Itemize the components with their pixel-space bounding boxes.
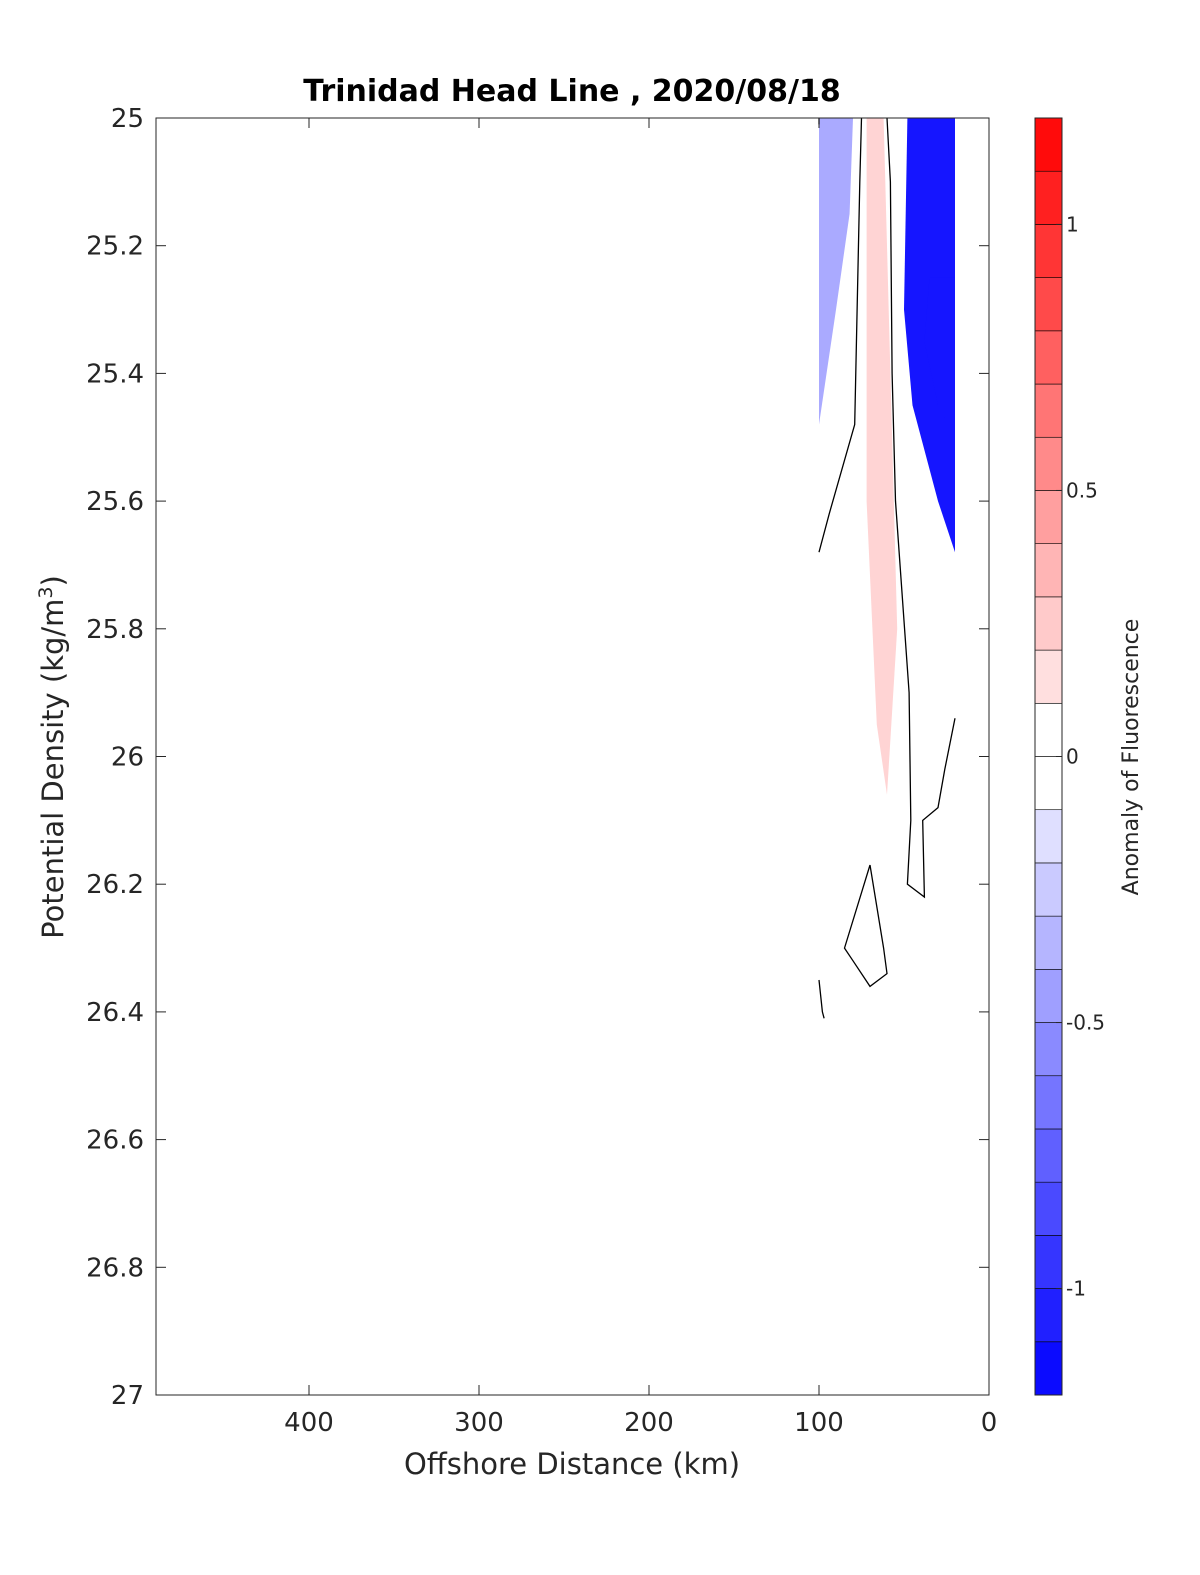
plot-area xyxy=(155,117,990,1396)
y-axis: 25 25.2 25.4 25.6 25.8 26 26.2 26.4 26.6 26.8 27 xyxy=(86,104,989,1411)
colorbar-band xyxy=(1034,809,1063,864)
y-axis-label: Potential Density (kg/m3) xyxy=(35,575,70,939)
y-axis-label-main: Potential Density (kg/m xyxy=(36,599,70,939)
x-tick-label: 100 xyxy=(794,1408,844,1438)
colorbar-band xyxy=(1034,1235,1063,1289)
anomaly-region-2 xyxy=(819,118,853,425)
y-tick-label: 26.6 xyxy=(86,1126,144,1156)
colorbar-tick-label: -1 xyxy=(1066,1277,1086,1301)
y-tick-label: 25.4 xyxy=(86,359,144,389)
colorbar-band xyxy=(1034,862,1063,917)
colorbar-band xyxy=(1034,117,1063,172)
colorbar-band xyxy=(1034,1128,1063,1183)
zero-contour-2 xyxy=(886,117,956,899)
plot-background xyxy=(156,118,989,1395)
x-tick-label: 300 xyxy=(454,1408,504,1438)
x-tick-label: 200 xyxy=(624,1408,674,1438)
y-axis-label-sup: 3 xyxy=(35,586,57,598)
colorbar-tick-label: 0 xyxy=(1066,745,1079,769)
colorbar-band xyxy=(1034,490,1063,544)
colorbar-band xyxy=(1034,330,1063,385)
zero-contour-1 xyxy=(818,117,863,553)
chart-title: Trinidad Head Line , 2020/08/18 xyxy=(303,74,840,109)
colorbar-tick-label: 1 xyxy=(1066,212,1079,236)
y-tick-label: 26 xyxy=(111,743,144,773)
colorbar-band xyxy=(1034,383,1063,438)
y-tick-label: 26.4 xyxy=(86,998,144,1028)
y-axis-label-close: ) xyxy=(36,575,70,586)
x-tick-label: 400 xyxy=(284,1408,334,1438)
colorbar-band xyxy=(1034,1341,1063,1396)
colorbar: 1 0.5 0 -0.5 -1 xyxy=(1034,117,1105,1396)
colorbar-label: Anomaly of Fluorescence xyxy=(1119,619,1144,896)
colorbar-band xyxy=(1034,915,1063,970)
colorbar-band xyxy=(1034,649,1063,704)
colorbar-band xyxy=(1034,1181,1063,1236)
anomaly-region-1 xyxy=(924,277,955,438)
colorbar-band xyxy=(1034,170,1063,225)
colorbar-tick-label: 0.5 xyxy=(1066,478,1098,502)
y-tick-label: 25.2 xyxy=(86,232,144,262)
x-axis: 400 300 200 100 0 xyxy=(284,118,997,1438)
y-tick-label: 26.2 xyxy=(86,870,144,900)
x-axis-label: Offshore Distance (km) xyxy=(404,1447,740,1481)
colorbar-band xyxy=(1034,596,1063,651)
y-tick-label: 26.8 xyxy=(86,1253,144,1283)
y-tick-label: 25.8 xyxy=(86,615,144,645)
colorbar-band xyxy=(1034,756,1063,811)
zero-contour-4 xyxy=(818,979,825,1019)
colorbar-band xyxy=(1034,702,1063,757)
colorbar-band xyxy=(1034,1022,1063,1077)
colorbar-band xyxy=(1034,1288,1063,1343)
y-tick-label: 25.6 xyxy=(86,487,144,517)
colorbar-band xyxy=(1034,969,1063,1023)
y-tick-label: 25 xyxy=(111,104,144,134)
colorbar-band xyxy=(1034,436,1063,491)
colorbar-band xyxy=(1034,277,1063,332)
anomaly-region-3 xyxy=(866,118,898,795)
colorbar-band xyxy=(1034,224,1063,278)
colorbar-band xyxy=(1034,1075,1063,1130)
colorbar-band xyxy=(1034,543,1063,598)
colorbar-tick-label: -0.5 xyxy=(1066,1011,1105,1035)
x-tick-label: 0 xyxy=(981,1408,998,1438)
zero-contour-3 xyxy=(843,864,888,988)
y-tick-label: 27 xyxy=(111,1381,144,1411)
